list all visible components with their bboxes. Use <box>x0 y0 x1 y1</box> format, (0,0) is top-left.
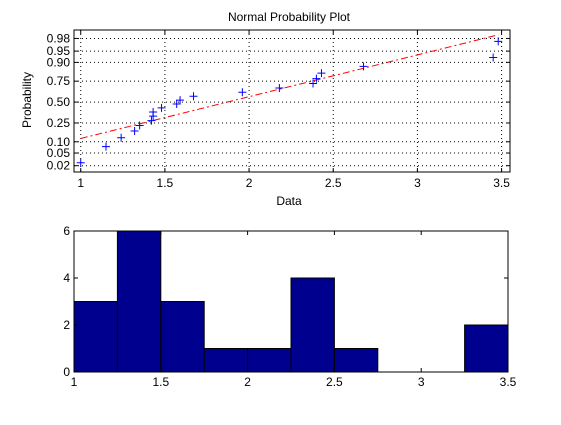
probability-plot-data-point <box>489 53 498 62</box>
probability-plot-x-tick-label: 2 <box>246 176 253 190</box>
probability-plot-y-tick-label: 0.25 <box>47 116 71 130</box>
histogram-axes-frame <box>73 230 509 373</box>
histogram-y-tick-label: 4 <box>63 271 70 285</box>
probability-plot-data-point <box>189 92 198 101</box>
probability-plot-data-point <box>135 121 144 130</box>
histogram-bar <box>247 348 292 373</box>
histogram-bar <box>160 301 205 373</box>
probability-plot-x-tick-label: 3.5 <box>493 176 510 190</box>
probability-plot-data-point <box>275 84 284 93</box>
histogram-x-tick-label: 3 <box>418 375 425 389</box>
probability-plot-data-point <box>117 133 126 142</box>
probability-plot-title: Normal Probability Plot <box>228 10 351 24</box>
histogram-x-tick-label: 2.5 <box>326 375 343 389</box>
probability-plot-data-point <box>157 103 166 112</box>
probability-plot-data-point <box>494 37 503 46</box>
probability-plot-data-point <box>76 158 85 167</box>
histogram-y-tick-label: 6 <box>63 224 70 238</box>
probability-plot-data-point <box>309 79 318 88</box>
probability-plot-data-point <box>317 69 326 78</box>
probability-plot-data-point <box>176 96 185 105</box>
histogram-bar <box>290 277 335 373</box>
histogram-bar <box>203 348 249 373</box>
probability-plot-x-tick-label: 1 <box>77 176 84 190</box>
probability-plot-data-point <box>130 127 139 136</box>
probability-plot-data-point <box>238 88 247 97</box>
probability-plot-y-tick-label: 0.75 <box>47 74 71 88</box>
probability-plot-y-tick-label: 0.02 <box>47 159 71 173</box>
probability-plot-y-tick-label: 0.50 <box>47 95 71 109</box>
probability-plot-y-tick-label: 0.95 <box>47 44 71 58</box>
probability-plot: Normal Probability Plot Data Probability… <box>20 10 511 208</box>
probability-plot-axes-box <box>73 29 511 173</box>
histogram-bar <box>333 348 379 373</box>
histogram-x-tick-label: 2 <box>244 375 251 389</box>
histogram-bar <box>116 230 162 373</box>
probability-plot-data-point <box>312 74 321 83</box>
probability-plot-data-point <box>172 100 181 109</box>
histogram-plot: 1 1.5 2 2.5 3 3.5 0 2 4 6 <box>63 224 516 389</box>
histogram-bar <box>73 301 118 373</box>
probability-plot-x-tick-label: 3 <box>414 176 421 190</box>
probability-plot-y-tick-label: 0.90 <box>47 55 71 69</box>
histogram-x-tick-label: 1.5 <box>152 375 169 389</box>
probability-plot-ylabel: Probability <box>20 72 34 128</box>
probability-plot-y-tick-label: 0.98 <box>47 31 71 45</box>
probability-plot-data-point <box>359 62 368 71</box>
probability-plot-data-point <box>149 107 158 116</box>
histogram-y-tick-label: 0 <box>63 365 70 379</box>
probability-plot-xlabel: Data <box>276 194 302 208</box>
histogram-x-tick-label: 1 <box>71 375 78 389</box>
probability-plot-y-tick-label: 0.05 <box>47 146 71 160</box>
histogram-bar <box>464 324 509 373</box>
probability-plot-y-tick-label: 0.10 <box>47 135 71 149</box>
probability-plot-data-point <box>101 142 110 151</box>
probability-plot-data-point <box>147 116 156 125</box>
histogram-y-tick-label: 2 <box>63 318 70 332</box>
histogram-x-tick-label: 3.5 <box>500 375 517 389</box>
probability-plot-fit-line <box>80 34 499 139</box>
probability-plot-x-tick-label: 2.5 <box>325 176 342 190</box>
probability-plot-x-tick-label: 1.5 <box>157 176 174 190</box>
